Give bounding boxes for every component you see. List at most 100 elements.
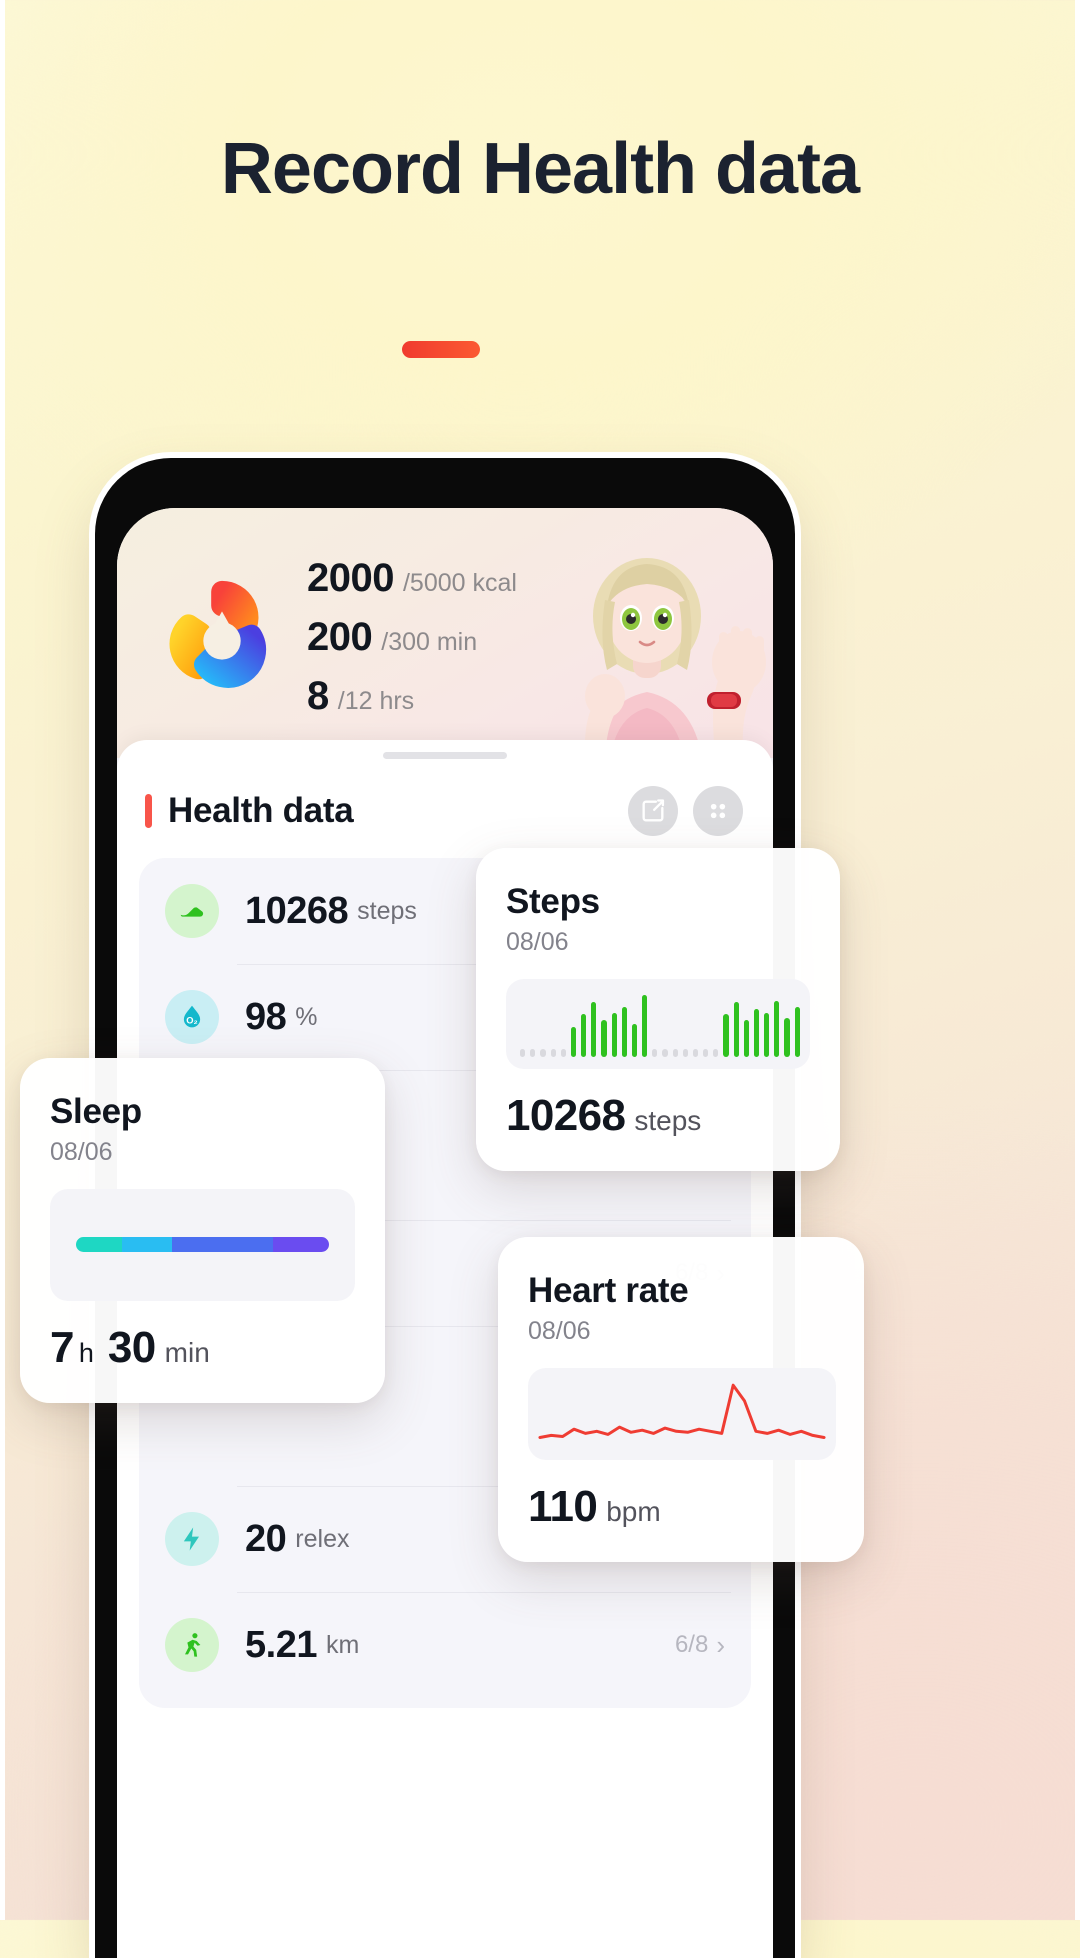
bar <box>723 1014 729 1057</box>
steps-bars <box>520 979 800 1057</box>
list-item[interactable]: 20 relex <box>139 1486 751 1592</box>
bar <box>601 1019 607 1057</box>
hero-stat-calories: 2000 /5000 kcal <box>307 556 517 601</box>
bar <box>550 1049 556 1057</box>
hero-stat-stand: 8 /12 hrs <box>307 674 517 719</box>
metric-meta: 6/8 › <box>675 1630 725 1661</box>
bar <box>540 1049 546 1057</box>
heart-rate-line-chart <box>528 1368 836 1460</box>
edit-icon[interactable] <box>628 786 678 836</box>
sleep-minutes: 30 <box>107 1323 156 1372</box>
bar <box>570 1027 577 1057</box>
bar <box>682 1049 688 1057</box>
steps-bar-chart <box>506 979 810 1069</box>
sleep-card-footer: 7 h 30 min <box>50 1323 355 1373</box>
metric-unit: % <box>295 1002 318 1031</box>
sheet-grabber[interactable] <box>383 752 507 759</box>
bar <box>662 1049 668 1057</box>
bar <box>611 1013 617 1057</box>
sheet-header: Health data <box>117 740 773 858</box>
sleep-hours-unit: h <box>78 1338 94 1368</box>
hero-stat-target: /5000 kcal <box>402 569 517 597</box>
steps-card[interactable]: Steps 08/06 10268 steps <box>476 848 840 1171</box>
heart-rate-unit: bpm <box>606 1496 661 1527</box>
sleep-segments <box>76 1237 329 1252</box>
bar <box>631 1024 638 1057</box>
bar <box>764 1013 770 1057</box>
bar <box>733 1002 739 1057</box>
list-item[interactable]: 5.21 km 6/8 › <box>139 1592 751 1698</box>
sleep-segment <box>121 1237 173 1252</box>
metric-value: 5.21 <box>245 1623 317 1666</box>
title-accent-bar <box>145 794 152 828</box>
heart-rate-value: 110 <box>528 1482 598 1531</box>
bar <box>642 994 648 1057</box>
heart-rate-card-footer: 110 bpm <box>528 1482 836 1532</box>
bar <box>713 1049 719 1057</box>
bar <box>621 1007 627 1057</box>
metric-unit: relex <box>295 1524 350 1553</box>
bar <box>794 1007 800 1057</box>
heart-rate-card-title: Heart rate <box>528 1271 689 1310</box>
list-item[interactable]: 10268 steps <box>139 858 751 964</box>
bar <box>520 1049 526 1057</box>
metric-unit: steps <box>357 896 417 925</box>
sleep-hours: 7 <box>50 1323 74 1372</box>
bar <box>753 1008 760 1057</box>
bar <box>581 1014 587 1057</box>
heart-rate-path <box>538 1383 826 1439</box>
hero-stat-value: 8 <box>307 674 329 718</box>
steps-card-footer: 10268 steps <box>506 1091 810 1141</box>
metric-unit: km <box>325 1630 360 1659</box>
metric-value: 10268 <box>245 889 349 932</box>
bar <box>784 1018 790 1057</box>
bar <box>743 1019 749 1057</box>
hero-summary: 2000 /5000 kcal 200 /300 min 8 /12 hrs <box>117 508 773 758</box>
accent-divider <box>402 341 480 358</box>
shoe-icon <box>165 884 219 938</box>
sleep-card-date: 08/06 <box>50 1138 113 1166</box>
heart-rate-card-date: 08/06 <box>528 1317 591 1345</box>
activity-ring-icon <box>163 576 281 694</box>
oxygen-drop-icon: O₂ <box>165 990 219 1044</box>
hero-stat-list: 2000 /5000 kcal 200 /300 min 8 /12 hrs <box>307 556 517 733</box>
bar <box>530 1049 536 1057</box>
bar <box>774 1000 780 1057</box>
bar <box>703 1049 709 1057</box>
bar <box>672 1049 678 1057</box>
metric-value: 20 <box>245 1517 287 1560</box>
hero-stat-value: 200 <box>307 615 373 659</box>
hero-stat-exercise: 200 /300 min <box>307 615 517 660</box>
heart-rate-card[interactable]: Heart rate 08/06 110 bpm <box>498 1237 864 1562</box>
chevron-right-icon[interactable]: › <box>716 1629 725 1660</box>
bar <box>692 1049 699 1057</box>
bar <box>560 1049 566 1057</box>
hero-stat-target: /300 min <box>381 628 478 656</box>
list-item[interactable] <box>139 1326 751 1486</box>
sleep-card[interactable]: Sleep 08/06 7 h 30 min <box>20 1058 385 1403</box>
sleep-card-title: Sleep <box>50 1092 142 1131</box>
sleep-segment <box>172 1237 274 1252</box>
sheet-header-actions <box>628 786 743 836</box>
bar <box>652 1049 658 1057</box>
runner-icon <box>165 1618 219 1672</box>
grid-icon[interactable] <box>693 786 743 836</box>
steps-card-title: Steps <box>506 882 600 921</box>
sleep-segment <box>76 1237 122 1252</box>
sleep-minutes-unit: min <box>164 1337 210 1368</box>
page-title: Record Health data <box>220 129 860 209</box>
sleep-stage-chart <box>50 1189 355 1301</box>
sheet-title: Health data <box>168 791 354 830</box>
steps-card-date: 08/06 <box>506 928 569 956</box>
hero-stat-target: /12 hrs <box>337 687 415 715</box>
hero-stat-value: 2000 <box>307 556 394 600</box>
svg-text:O₂: O₂ <box>186 1015 197 1025</box>
sleep-segment <box>273 1237 329 1252</box>
metric-value: 98 <box>245 995 287 1038</box>
avatar <box>539 544 773 758</box>
steps-card-value: 10268 <box>506 1091 626 1140</box>
steps-card-unit: steps <box>634 1105 702 1136</box>
bar <box>591 1002 597 1057</box>
bolt-icon <box>165 1512 219 1566</box>
metric-progress: 6/8 <box>674 1631 709 1658</box>
